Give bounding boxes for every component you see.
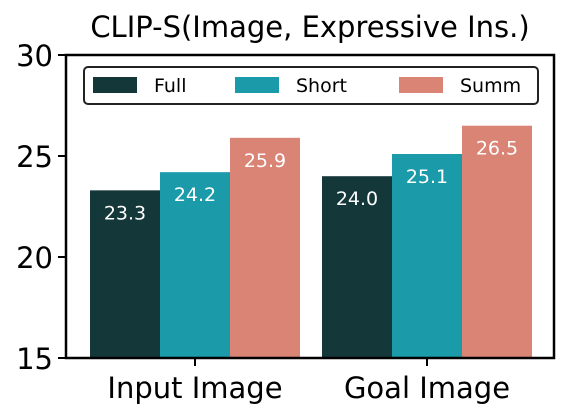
data-label-summ-1: 26.5: [476, 138, 518, 160]
bar-short-0: [160, 172, 230, 358]
x-axis: Input Image Goal Image: [107, 358, 510, 405]
x-tick-label-0: Input Image: [107, 371, 282, 405]
legend: Full Short Summ: [83, 66, 539, 105]
legend-label-summ: Summ: [460, 75, 521, 97]
legend-swatch-short: [235, 77, 279, 93]
bar-summ-0: [230, 137, 300, 358]
y-tick-label-30: 30: [16, 39, 53, 73]
x-tick-label-1: Goal Image: [344, 371, 510, 405]
data-label-short-0: 24.2: [174, 184, 216, 206]
legend-entries: Full Short Summ: [93, 75, 521, 97]
y-tick-label-20: 20: [16, 241, 53, 275]
plot-frame: [64, 53, 556, 360]
value-labels-layer: 23.3 24.2 25.9 24.0 25.1 26.5: [104, 138, 518, 225]
bar-short-1: [392, 153, 462, 358]
data-label-full-0: 23.3: [104, 202, 146, 224]
bar-full-1: [322, 176, 392, 358]
y-tick-label-15: 15: [16, 342, 53, 376]
data-label-full-1: 24.0: [336, 188, 378, 210]
legend-frame: [83, 66, 539, 105]
legend-label-full: Full: [154, 75, 187, 97]
y-tick-label-25: 25: [16, 140, 53, 174]
legend-label-short: Short: [296, 75, 347, 97]
legend-swatch-summ: [399, 77, 443, 93]
bars-layer: [90, 125, 532, 358]
bar-full-0: [90, 190, 160, 358]
data-label-summ-0: 25.9: [244, 150, 286, 172]
bar-summ-1: [462, 125, 532, 358]
chart-title: CLIP-S(Image, Expressive Ins.): [90, 10, 529, 44]
data-label-short-1: 25.1: [406, 166, 448, 188]
y-axis: 15 20 25 30: [16, 39, 66, 376]
legend-swatch-full: [93, 77, 137, 93]
